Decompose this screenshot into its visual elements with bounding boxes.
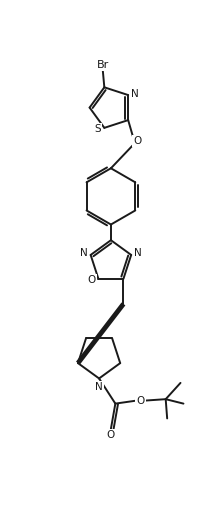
Text: O: O — [136, 396, 145, 406]
Text: O: O — [133, 136, 141, 146]
Text: O: O — [107, 430, 115, 440]
Text: S: S — [94, 124, 101, 134]
Text: N: N — [134, 248, 142, 258]
Text: O: O — [88, 275, 96, 285]
Text: Br: Br — [97, 59, 109, 69]
Text: N: N — [80, 248, 88, 258]
Text: N: N — [131, 88, 139, 98]
Text: N: N — [95, 382, 103, 392]
